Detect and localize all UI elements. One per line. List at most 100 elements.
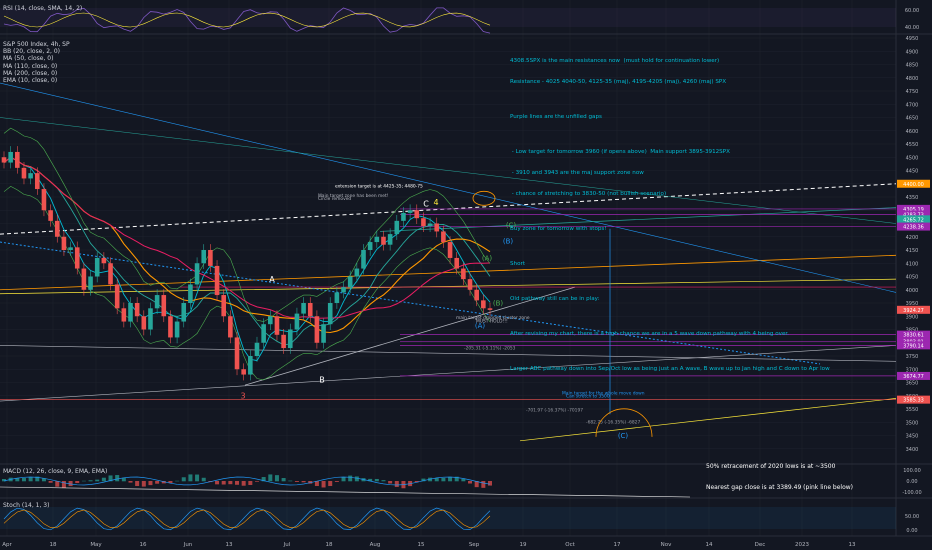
candle-body <box>148 308 153 330</box>
macd-histogram-bar <box>135 481 140 487</box>
macd-histogram-bar <box>15 477 20 482</box>
price-tick-label: 4500 <box>906 155 919 161</box>
price-tick-label: 4850 <box>906 63 919 69</box>
macd-histogram-bar <box>281 478 286 482</box>
candle-body <box>407 210 413 213</box>
time-tick-label: 19 <box>520 542 527 548</box>
candle-body <box>214 265 220 296</box>
time-tick-label: May <box>90 542 102 548</box>
candle-body <box>381 236 386 245</box>
macd-histogram-bar <box>155 481 160 484</box>
note-line: 4308.5SPX is the main resistances now (m… <box>510 58 720 64</box>
price-tick-label: 4800 <box>906 76 919 82</box>
price-tick-label: 4200 <box>906 235 919 241</box>
candle-body <box>234 337 240 370</box>
candle-body <box>374 236 380 243</box>
stoch-band <box>0 507 896 529</box>
drawing-overlays <box>0 82 897 442</box>
macd-histogram-bar <box>454 476 459 482</box>
wave-label: (C) <box>618 432 629 440</box>
symbol-label[interactable]: S&P 500 Index, 4h, SP <box>3 41 70 48</box>
rsi-tick-label: 40.00 <box>905 25 919 31</box>
candle-body <box>101 257 107 264</box>
macd-histogram-bar <box>374 478 379 482</box>
candle-body <box>447 242 453 258</box>
ema10-line <box>3 156 491 362</box>
macd-histogram-bar <box>215 481 220 485</box>
candle-body <box>1 157 7 163</box>
candle-body <box>341 287 346 293</box>
macd-histogram-bar <box>128 481 133 483</box>
candle-body <box>181 303 187 322</box>
blue-channel-line <box>0 82 897 293</box>
candle-body <box>34 173 40 190</box>
price-tick-label: 3450 <box>906 434 919 440</box>
candle-body <box>228 316 233 338</box>
candle-body <box>401 212 406 221</box>
macd-histogram-bar <box>434 478 439 482</box>
candle-body <box>188 284 193 303</box>
macd-histogram-bar <box>81 480 86 482</box>
rsi-line <box>3 7 491 34</box>
price-badge <box>897 395 930 404</box>
macd-histogram-bar <box>354 476 359 482</box>
indicator-bb[interactable]: BB (20, close, 2, 0) <box>3 48 60 56</box>
chart-annotation: MUST HOLD!!! <box>476 318 508 324</box>
candle-body <box>248 356 253 375</box>
price-tick-label: 3650 <box>906 381 919 387</box>
macd-histogram-bar <box>121 477 126 482</box>
price-tick-label: 4150 <box>906 248 919 254</box>
price-badge-label: 3790.14 <box>903 343 924 349</box>
candle-body <box>8 151 13 163</box>
price-badge-label: 4305.19 <box>903 207 924 213</box>
price-badge <box>897 210 930 219</box>
time-tick-label: 18 <box>50 542 57 548</box>
macd-histogram-bar <box>41 478 46 482</box>
indicator-ma110[interactable]: MA (110, close, 0) <box>3 62 58 70</box>
macd-line <box>3 476 491 486</box>
time-tick-label: 13 <box>226 542 233 548</box>
note-line: Nearest gap close is at 3389.49 (pink li… <box>706 484 854 491</box>
macd-histogram-bar <box>461 478 466 482</box>
candle-body <box>61 236 67 250</box>
macd-histogram-bar <box>254 481 259 482</box>
macd-label[interactable]: MACD (12, 26, close, 9, EMA, EMA) <box>3 468 108 475</box>
candle-body <box>421 218 426 227</box>
wave-label: (C) <box>506 221 517 229</box>
price-badge <box>897 330 930 339</box>
macd-histogram-bar <box>88 480 93 482</box>
macd-histogram-bar <box>468 481 473 484</box>
stoch-label[interactable]: Stoch (14, 1, 3) <box>3 502 50 509</box>
note-line: Purple lines are the unfilled gaps <box>510 114 602 120</box>
indicator-ma200[interactable]: MA (200, close, 0) <box>3 69 58 77</box>
rsi-sma-line <box>3 12 491 28</box>
macd-histogram-bar <box>175 480 180 482</box>
macd-histogram-bar <box>188 474 193 482</box>
note-line: - Low target for tomorrow 3960 (if opens… <box>510 149 730 155</box>
indicator-ema10[interactable]: EMA (10, close, 0) <box>3 77 58 85</box>
chart-annotation: extension target is at 4425-35; 4480-75 <box>335 184 423 190</box>
indicator-ma50[interactable]: MA (50, close, 0) <box>3 55 54 63</box>
macd-histogram-bar <box>294 481 299 482</box>
rising-support-line <box>244 286 576 386</box>
macd-histogram-bar <box>301 481 306 483</box>
candle-body <box>134 303 140 317</box>
candle-body <box>161 295 167 317</box>
candle-body <box>241 369 246 375</box>
macd-trend-line <box>0 486 691 498</box>
wave-label: (A) <box>482 255 493 263</box>
macd-histogram-bar <box>115 475 120 482</box>
candle-body <box>48 210 53 221</box>
bollinger-upper-band <box>3 127 491 322</box>
macd-histogram-bar <box>108 475 113 482</box>
note-line: Resistance - 4025 4040-50, 4125-35 (maj)… <box>510 79 727 85</box>
candle-body <box>221 295 226 317</box>
macd-histogram-bar <box>141 481 146 487</box>
price-tick-label: 4100 <box>906 261 919 267</box>
price-badge <box>897 179 930 188</box>
time-tick-label: Oct <box>565 542 575 548</box>
target-circle <box>472 190 496 206</box>
grey-line <box>0 345 897 362</box>
price-tick-label: 4550 <box>906 142 919 148</box>
